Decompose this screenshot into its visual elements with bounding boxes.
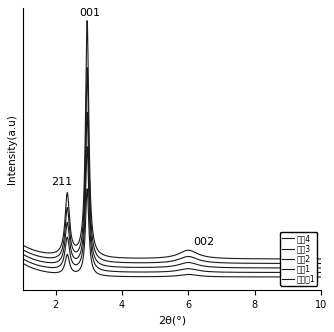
实列2: [310, 266, 314, 270]
实列3: [256, 261, 260, 265]
实列2: [256, 266, 260, 270]
实列4: [166, 255, 170, 259]
实列4: [310, 257, 314, 261]
实列1: [166, 270, 170, 274]
实列4: [85, 19, 89, 23]
对比列1: [256, 275, 260, 279]
实列2: [36, 259, 40, 263]
实列4: [310, 257, 314, 261]
Line: 实列3: 实列3: [22, 68, 321, 264]
对比列1: [36, 268, 40, 272]
实列2: [20, 252, 24, 256]
实列1: [158, 270, 162, 274]
对比列1: [310, 275, 314, 279]
Line: 实列2: 实列2: [22, 112, 321, 268]
Y-axis label: Intensity(a.u): Intensity(a.u): [7, 114, 17, 184]
实列4: [319, 257, 323, 261]
实列3: [158, 260, 162, 264]
实列3: [166, 260, 170, 264]
实列1: [85, 145, 89, 149]
Text: 002: 002: [193, 237, 214, 247]
实列3: [310, 262, 314, 266]
Legend: 实列4, 实列3, 实列2, 实列1, 对比列1: 实列4, 实列3, 实列2, 实列1, 对比列1: [280, 232, 317, 286]
对比列1: [20, 261, 24, 265]
对比列1: [319, 275, 323, 279]
实列2: [310, 266, 314, 270]
对比列1: [310, 275, 314, 279]
实列4: [256, 257, 260, 261]
Line: 实列4: 实列4: [22, 21, 321, 259]
实列4: [158, 256, 162, 260]
实列4: [20, 243, 24, 247]
实列3: [319, 262, 323, 266]
实列1: [36, 263, 40, 267]
实列1: [256, 270, 260, 274]
实列3: [20, 247, 24, 251]
Line: 对比列1: 对比列1: [22, 189, 321, 277]
对比列1: [85, 187, 89, 191]
Text: 001: 001: [79, 8, 100, 18]
对比列1: [158, 275, 162, 279]
X-axis label: 2θ(°): 2θ(°): [158, 315, 186, 325]
Text: 211: 211: [51, 177, 72, 187]
实列3: [85, 66, 89, 70]
对比列1: [166, 274, 170, 278]
实列3: [36, 254, 40, 258]
实列1: [310, 271, 314, 275]
实列4: [36, 249, 40, 253]
实列2: [166, 265, 170, 269]
实列3: [310, 262, 314, 266]
实列1: [20, 257, 24, 261]
实列1: [319, 271, 323, 275]
实列2: [85, 110, 89, 114]
实列2: [319, 266, 323, 270]
Line: 实列1: 实列1: [22, 147, 321, 273]
实列2: [158, 265, 162, 269]
实列1: [310, 271, 314, 275]
